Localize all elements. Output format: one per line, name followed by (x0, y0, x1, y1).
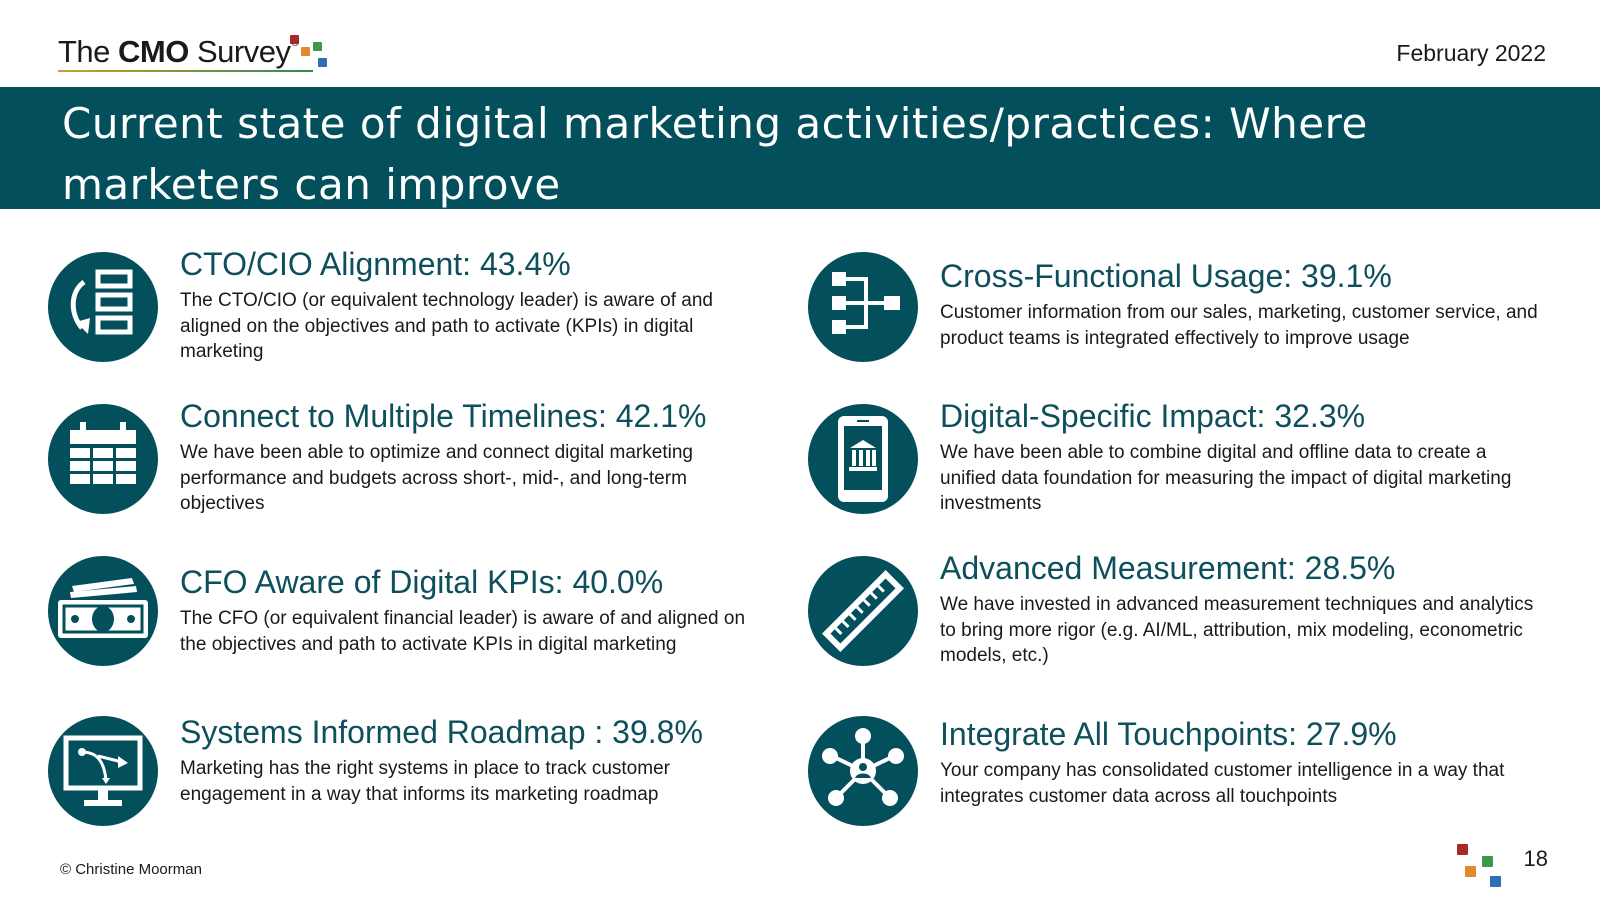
list-refresh-icon (48, 252, 158, 362)
item-title: Systems Informed Roadmap : 39.8% (180, 714, 703, 750)
item-description: Customer information from our sales, mar… (940, 302, 1538, 349)
logo-square-orange (301, 47, 310, 56)
calendar-icon (48, 404, 158, 514)
item-description: We have invested in advanced measurement… (940, 594, 1534, 666)
footer-square-red (1457, 844, 1468, 855)
item-title: Integrate All Touchpoints: 27.9% (940, 716, 1397, 752)
item-title: Advanced Measurement: 28.5% (940, 550, 1396, 586)
footer-square-orange (1465, 866, 1476, 877)
logo-square-green (313, 42, 322, 51)
page-number: 18 (1523, 846, 1548, 871)
mobile-bank-icon (808, 404, 918, 514)
item-description: The CTO/CIO (or equivalent technology le… (180, 290, 713, 362)
item-title: Cross-Functional Usage: 39.1% (940, 258, 1392, 294)
flowchart-icon (808, 252, 918, 362)
network-user-icon (808, 716, 918, 826)
item-title: Connect to Multiple Timelines: 42.1% (180, 398, 707, 434)
report-date: February 2022 (1396, 40, 1546, 66)
logo-underline (58, 70, 313, 72)
item-title: Digital-Specific Impact: 32.3% (940, 398, 1366, 434)
footer-square-green (1482, 856, 1493, 867)
money-icon (48, 556, 158, 666)
title-banner: Current state of digital marketing activ… (0, 87, 1600, 209)
logo-text: The CMO Survey® (58, 34, 299, 69)
item-description: The CFO (or equivalent financial leader)… (180, 608, 746, 655)
item-title: CTO/CIO Alignment: 43.4% (180, 246, 571, 282)
item-description: We have been able to optimize and connec… (180, 442, 693, 514)
copyright: © Christine Moorman (60, 861, 202, 878)
slide-title: Current state of digital marketing activ… (62, 99, 1368, 209)
item-description: Marketing has the right systems in place… (180, 758, 670, 805)
item-title: CFO Aware of Digital KPIs: 40.0% (180, 564, 664, 600)
item-description: We have been able to combine digital and… (940, 442, 1512, 514)
logo-square-red (290, 35, 299, 44)
item-description: Your company has consolidated customer i… (940, 760, 1505, 807)
footer-square-blue (1490, 876, 1501, 887)
logo-square-blue (318, 58, 327, 67)
monitor-roadmap-icon (48, 716, 158, 826)
ruler-icon (808, 556, 918, 666)
